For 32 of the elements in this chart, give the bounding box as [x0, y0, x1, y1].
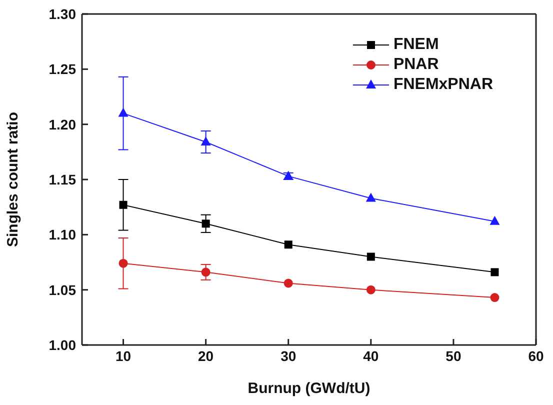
point: [118, 258, 128, 268]
x-tick-label: 50: [446, 348, 462, 364]
point: [284, 240, 292, 249]
y-tick-label: 1.20: [48, 116, 76, 132]
point: [119, 200, 128, 209]
y-tick-label: 1.25: [48, 61, 76, 78]
y-tick-label: 1.00: [48, 336, 76, 353]
point: [200, 136, 211, 146]
x-tick-label: 60: [528, 348, 544, 364]
point: [366, 192, 376, 202]
x-tick-label: 40: [363, 348, 379, 364]
y-axis-title: Singles count ratio: [4, 112, 22, 248]
x-tick-label: 30: [280, 348, 296, 364]
y-tick-label: 1.10: [48, 226, 76, 243]
point: [366, 252, 375, 261]
legend-label: PNAR: [393, 56, 439, 74]
point: [490, 293, 500, 302]
y-tick-label: 1.05: [48, 282, 76, 298]
legend-label: FNEM: [393, 36, 439, 54]
point: [202, 220, 210, 228]
point: [490, 216, 500, 225]
point: [118, 108, 128, 117]
y-tick-label: 1.15: [48, 171, 76, 188]
point: [201, 268, 210, 277]
x-axis-title: Burnup (GWd/tU): [248, 380, 370, 397]
x-tick-label: 20: [198, 348, 214, 364]
point: [490, 268, 499, 276]
x-tick-label: 10: [115, 348, 132, 364]
y-tick-label: 1.30: [48, 6, 76, 22]
point: [284, 278, 293, 288]
point: [366, 285, 376, 294]
legend-label: FNEMxPNAR: [393, 76, 493, 94]
